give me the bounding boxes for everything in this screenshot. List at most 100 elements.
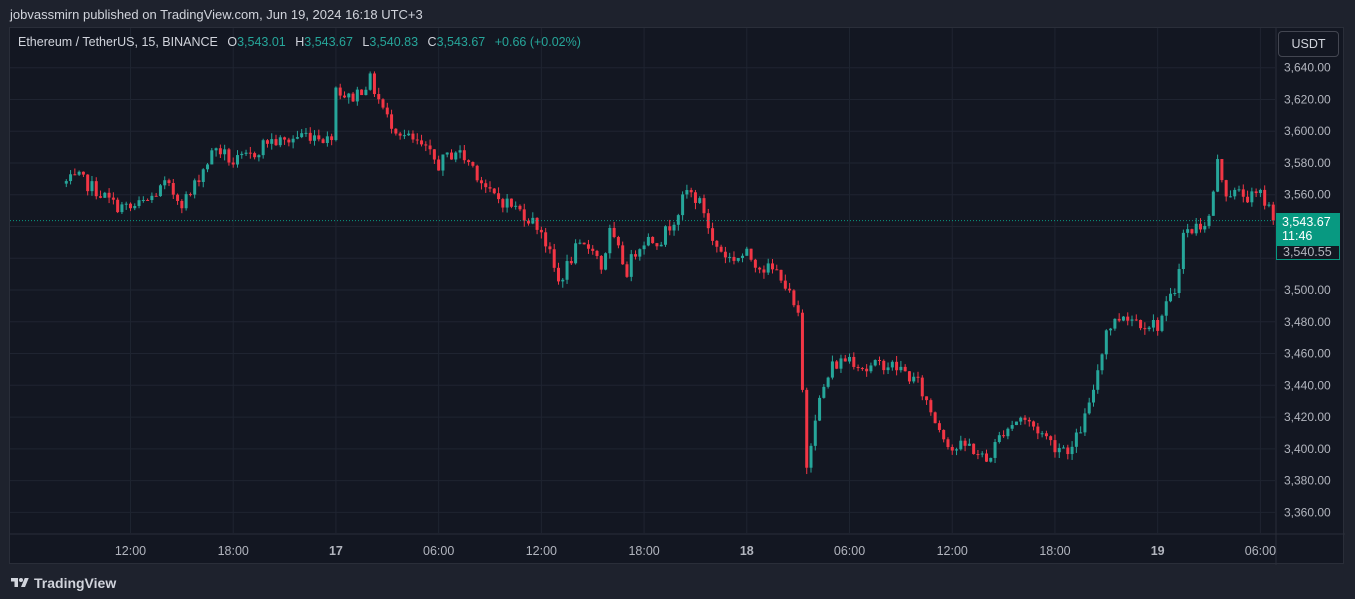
candle-up — [244, 152, 248, 154]
chart-panel[interactable]: 3,360.00 3,380.00 3,400.00 3,420.00 3,440.00… — [9, 27, 1345, 565]
candle-down — [99, 196, 103, 198]
candle-up — [77, 171, 81, 175]
candle-down — [1271, 204, 1275, 221]
candle-up — [1147, 327, 1151, 330]
candle-up — [818, 397, 822, 421]
high-key: H — [295, 35, 305, 49]
candle-down — [843, 358, 847, 362]
y-tick-label: 3,400.00 — [1284, 442, 1331, 456]
candle-down — [1126, 316, 1130, 321]
candle-up — [1109, 328, 1113, 331]
candle-down — [437, 159, 441, 171]
candle-up — [698, 198, 702, 203]
candle-down — [586, 244, 590, 249]
candle-up — [890, 361, 894, 368]
candle-down — [342, 95, 346, 98]
candle-down — [283, 137, 287, 140]
candlestick-chart[interactable]: 3,360.00 3,380.00 3,400.00 3,420.00 3,440.00… — [10, 28, 1345, 565]
candle-down — [227, 149, 231, 163]
candle-up — [1250, 191, 1254, 203]
candle-down — [693, 192, 697, 203]
candle-down — [877, 360, 881, 362]
candle-up — [1233, 189, 1237, 197]
candle-down — [111, 197, 115, 200]
change-value: +0.66 (+0.02%) — [494, 35, 581, 49]
publisher-info: jobvassmirn published on TradingView.com… — [0, 0, 1355, 28]
candle-up — [830, 361, 834, 378]
candle-down — [501, 199, 505, 208]
candle-down — [197, 180, 201, 182]
y-tick-label: 3,420.00 — [1284, 410, 1331, 424]
candle-down — [462, 150, 466, 161]
candle-up — [1040, 433, 1044, 435]
candle-up — [1100, 354, 1104, 371]
candle-down — [1241, 189, 1245, 197]
y-tick-label: 3,500.00 — [1284, 283, 1331, 297]
candle-down — [655, 243, 659, 247]
x-tick-label: 18:00 — [1039, 544, 1070, 558]
candle-up — [295, 137, 299, 139]
candle-up — [141, 199, 145, 201]
candle-down — [492, 188, 496, 194]
candle-down — [535, 217, 539, 230]
candle-down — [719, 246, 723, 252]
candle-down — [595, 250, 599, 256]
candle-down — [544, 232, 548, 247]
candle-up — [278, 137, 282, 146]
candle-down — [1134, 319, 1138, 321]
candle-up — [402, 135, 406, 137]
x-tick-label: 17 — [329, 544, 343, 558]
currency-button[interactable]: USDT — [1278, 31, 1339, 57]
candle-up — [685, 190, 689, 195]
candle-down — [976, 454, 980, 456]
candle-up — [270, 139, 274, 144]
candle-down — [929, 400, 933, 413]
x-tick-label: 18:00 — [218, 544, 249, 558]
candle-up — [210, 150, 214, 165]
candle-down — [1049, 436, 1053, 441]
candle-down — [411, 133, 415, 140]
candle-down — [937, 423, 941, 430]
candle-up — [736, 257, 740, 261]
candle-up — [214, 148, 218, 151]
candle-down — [775, 269, 779, 271]
candle-up — [1151, 320, 1155, 328]
candle-down — [394, 128, 398, 134]
candle-up — [1070, 446, 1074, 455]
candle-up — [959, 440, 963, 450]
tradingview-footer[interactable]: TradingView — [10, 573, 116, 593]
candle-up — [291, 138, 295, 143]
candle-up — [997, 435, 1001, 443]
candle-down — [616, 237, 620, 246]
candle-up — [993, 442, 997, 458]
candle-up — [1079, 432, 1083, 434]
candle-up — [458, 150, 462, 153]
y-tick-label: 3,620.00 — [1284, 92, 1331, 106]
candle-up — [1173, 293, 1177, 295]
candle-up — [1057, 447, 1061, 453]
candle-up — [69, 174, 73, 182]
candle-up — [728, 256, 732, 258]
candle-up — [64, 181, 68, 184]
candle-down — [689, 190, 693, 193]
candle-down — [1156, 320, 1160, 331]
candle-down — [1053, 440, 1057, 453]
candle-down — [1139, 319, 1143, 329]
candle-up — [873, 360, 877, 366]
candle-down — [788, 288, 792, 291]
candle-up — [124, 203, 128, 205]
candle-up — [1074, 432, 1078, 447]
candle-down — [360, 89, 364, 96]
symbol-title[interactable]: Ethereum / TetherUS, 15, BINANCE — [18, 35, 218, 49]
candle-down — [706, 213, 710, 229]
x-tick-label: 12:00 — [526, 544, 557, 558]
candle-down — [248, 152, 252, 154]
candle-up — [839, 358, 843, 369]
candle-up — [1216, 159, 1220, 192]
candle-up — [334, 87, 338, 141]
candle-down — [1117, 318, 1121, 321]
candle-down — [167, 180, 171, 184]
candle-down — [385, 107, 389, 115]
candle-down — [330, 136, 334, 141]
candle-up — [1130, 319, 1134, 321]
